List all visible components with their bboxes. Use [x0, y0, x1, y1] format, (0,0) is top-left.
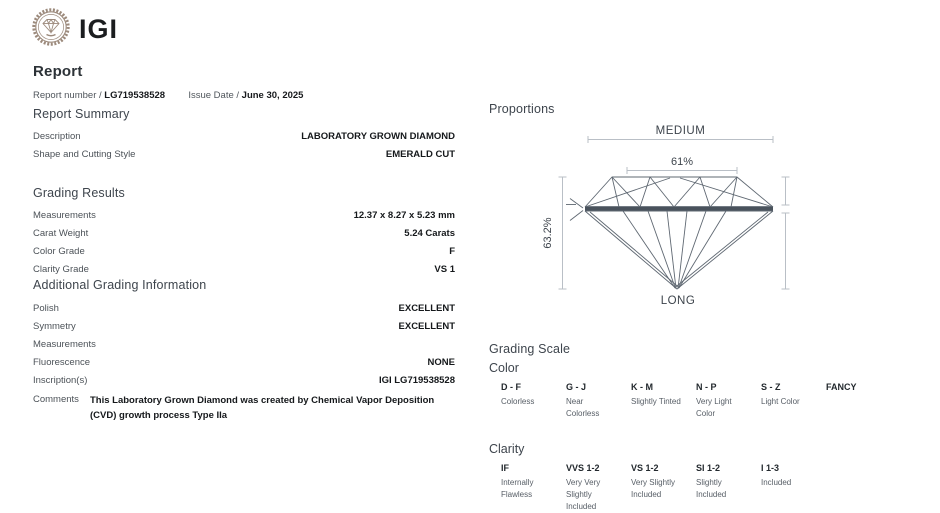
color-grade-col: FANCY: [826, 382, 891, 420]
grading-scale-section: Grading Scale Color D - F Colorless G - …: [489, 341, 929, 420]
section-heading: Grading Results: [33, 186, 125, 200]
table-row: Color Grade F: [33, 246, 455, 257]
color-grade-col: G - J Near Colorless: [566, 382, 631, 420]
clarity-scale-section: Clarity IF Internally Flawless VVS 1-2 V…: [489, 441, 929, 513]
report-meta: Report number / LG719538528 Issue Date /…: [33, 90, 303, 101]
color-scale-heading: Color: [489, 361, 519, 375]
row-value: 12.37 x 8.27 x 5.23 mm: [353, 210, 455, 221]
clarity-grade-col: VS 1-2 Very Slightly Included: [631, 463, 696, 513]
section-heading: Report Summary: [33, 107, 130, 121]
clarity-grade-col: SI 1-2 Slightly Included: [696, 463, 761, 513]
grade-range: VS 1-2: [631, 463, 659, 473]
row-label: Fluorescence: [33, 357, 91, 368]
row-value: 5.24 Carats: [404, 228, 455, 239]
row-label: Description: [33, 131, 81, 142]
row-value: EXCELLENT: [398, 321, 455, 332]
row-label: Symmetry: [33, 321, 76, 332]
color-grade-col: K - M Slightly Tinted: [631, 382, 696, 420]
row-label: Clarity Grade: [33, 264, 89, 275]
row-value: EMERALD CUT: [385, 149, 455, 160]
grade-range: IF: [501, 463, 509, 473]
grade-desc: Included: [761, 478, 792, 487]
table-row: Symmetry EXCELLENT: [33, 321, 455, 332]
grade-desc: Light Color: [761, 397, 800, 406]
section-heading: Additional Grading Information: [33, 278, 207, 292]
row-value: F: [449, 246, 455, 257]
diamond-profile-drawing: [566, 176, 774, 290]
grade-desc: Very Slightly Included: [631, 478, 676, 499]
issue-date-value: June 30, 2025: [241, 90, 304, 101]
grade-desc: Near Colorless: [566, 397, 600, 418]
grade-desc: Very Light Color: [696, 397, 732, 418]
grade-desc: Slightly Tinted: [631, 397, 681, 406]
row-value: LABORATORY GROWN DIAMOND: [301, 131, 455, 142]
row-value: EXCELLENT: [398, 303, 455, 314]
table-row: Shape and Cutting Style EMERALD CUT: [33, 149, 455, 160]
clarity-scale-heading: Clarity: [489, 442, 525, 456]
grade-range: VVS 1-2: [566, 463, 600, 473]
row-label: Inscription(s): [33, 375, 88, 386]
clarity-grade-col: VVS 1-2 Very Very Slightly Included: [566, 463, 631, 513]
report-number-value: LG719538528: [104, 90, 166, 101]
grade-range: SI 1-2: [696, 463, 721, 473]
dimension-lines: [558, 136, 790, 290]
report-number-label: Report number /: [33, 90, 102, 101]
grade-desc: Slightly Included: [696, 478, 727, 499]
comments-value: This Laboratory Grown Diamond was create…: [90, 395, 435, 421]
brand-header: IGI: [30, 6, 118, 53]
table-row: Carat Weight 5.24 Carats: [33, 228, 455, 239]
table-row: Clarity Grade VS 1: [33, 264, 455, 275]
clarity-grade-col: IF Internally Flawless: [501, 463, 566, 513]
brand-logo-text: IGI: [79, 14, 119, 44]
grade-range: FANCY: [826, 382, 857, 392]
girdle-thickness-label: MEDIUM: [656, 125, 706, 137]
color-grade-col: N - P Very Light Color: [696, 382, 761, 420]
grade-desc: Internally Flawless: [501, 478, 534, 499]
grade-range: D - F: [501, 382, 521, 392]
grading-results-section: Grading Results Measurements 12.37 x 8.2…: [33, 185, 455, 282]
clarity-scale-row: IF Internally Flawless VVS 1-2 Very Very…: [501, 463, 929, 513]
color-scale-row: D - F Colorless G - J Near Colorless K -…: [501, 382, 929, 420]
row-value: NONE: [427, 357, 455, 368]
igi-seal-icon: [30, 6, 72, 53]
table-row: Inscription(s) IGI LG719538528: [33, 375, 455, 386]
comments-label: Comments: [33, 394, 79, 405]
additional-grading-section: Additional Grading Information Polish EX…: [33, 277, 455, 423]
page-title: Report: [33, 63, 83, 80]
row-label: Polish: [33, 303, 59, 314]
color-grade-col: D - F Colorless: [501, 382, 566, 420]
table-row: Fluorescence NONE: [33, 357, 455, 368]
grade-range: S - Z: [761, 382, 781, 392]
grade-desc: Very Very Slightly Included: [566, 478, 601, 511]
grade-range: G - J: [566, 382, 587, 392]
grade-range: K - M: [631, 382, 653, 392]
row-label: Color Grade: [33, 246, 85, 257]
comments-row: Comments This Laboratory Grown Diamond w…: [33, 393, 455, 423]
row-label: Measurements: [33, 339, 96, 350]
grade-desc: Colorless: [501, 397, 535, 406]
table-row: Measurements 12.37 x 8.27 x 5.23 mm: [33, 210, 455, 221]
grade-range: I 1-3: [761, 463, 780, 473]
grade-range: N - P: [696, 382, 717, 392]
row-label: Measurements: [33, 210, 96, 221]
table-row: Polish EXCELLENT: [33, 303, 455, 314]
row-label: Carat Weight: [33, 228, 89, 239]
issue-date-label: Issue Date /: [188, 90, 240, 101]
row-value: IGI LG719538528: [378, 375, 455, 386]
total-depth-label: 63.2%: [542, 217, 554, 248]
report-summary-section: Report Summary Description LABORATORY GR…: [33, 106, 455, 167]
color-grade-col: S - Z Light Color: [761, 382, 826, 420]
row-label: Shape and Cutting Style: [33, 149, 136, 160]
proportions-heading: Proportions: [489, 102, 555, 116]
table-row: Description LABORATORY GROWN DIAMOND: [33, 131, 455, 142]
table-row: Measurements: [33, 339, 455, 350]
clarity-grade-col: I 1-3 Included: [761, 463, 826, 513]
row-value: VS 1: [434, 264, 455, 275]
girdle-arrow-icon: [566, 198, 584, 221]
table-percent-label: 61%: [671, 156, 693, 168]
grading-scale-heading: Grading Scale: [489, 342, 571, 356]
proportions-diagram: MEDIUM 61% 63.2% LONG: [520, 122, 810, 323]
culet-label: LONG: [661, 295, 696, 307]
